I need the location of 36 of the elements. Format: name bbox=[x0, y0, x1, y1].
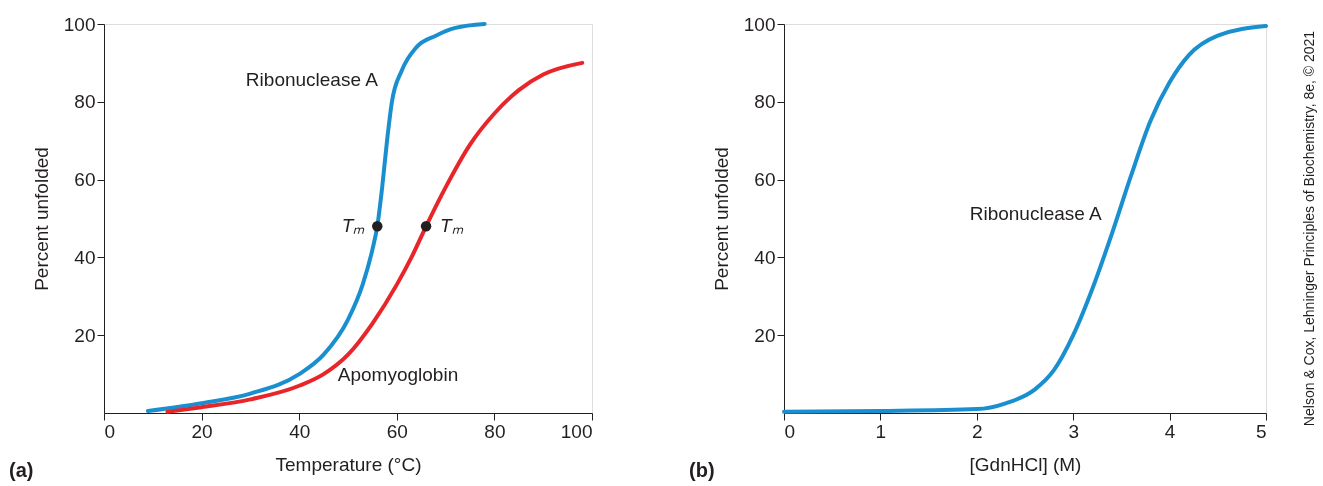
x-tick-label: 40 bbox=[289, 420, 311, 442]
y-tick-label: 100 bbox=[743, 13, 776, 35]
y-tick-label: 100 bbox=[63, 13, 96, 35]
line-series bbox=[165, 60, 585, 414]
series-label: Apomyoglobin bbox=[337, 363, 459, 385]
x-tick-label: 0 bbox=[104, 420, 116, 442]
x-axis-title: [GdnHCl] (M) bbox=[969, 453, 1082, 475]
annotation: Tₘ bbox=[440, 215, 464, 237]
text: (a) bbox=[9, 459, 34, 481]
y-tick-label: 20 bbox=[754, 324, 776, 346]
x-axis-title: Temperature (°C) bbox=[275, 453, 422, 475]
y-tick-label: 40 bbox=[754, 246, 776, 268]
series-label: Ribonuclease A bbox=[245, 68, 379, 90]
y-tick-label: 40 bbox=[74, 246, 96, 268]
x-tick-label: 100 bbox=[560, 420, 593, 442]
y-tick-label: 80 bbox=[74, 91, 96, 113]
y-axis-title: Percent unfolded bbox=[710, 147, 732, 291]
x-tick-label: 1 bbox=[875, 420, 887, 442]
text: (b) bbox=[689, 459, 715, 481]
y-axis-title: Percent unfolded bbox=[30, 147, 52, 291]
x-tick-label: 5 bbox=[1255, 420, 1267, 442]
series-label: Ribonuclease A bbox=[969, 203, 1103, 225]
y-tick-label: 20 bbox=[74, 324, 96, 346]
x-tick-label: 60 bbox=[386, 420, 408, 442]
annotation: Tₘ bbox=[341, 215, 366, 237]
y-tick-label: 60 bbox=[754, 169, 776, 191]
line-series bbox=[145, 22, 487, 414]
x-tick-label: 80 bbox=[484, 420, 506, 442]
y-tick-label: 60 bbox=[74, 169, 96, 191]
x-tick-label: 4 bbox=[1164, 420, 1176, 442]
y-tick-label: 80 bbox=[754, 91, 776, 113]
x-tick-label: 3 bbox=[1068, 420, 1079, 442]
x-tick-label: 20 bbox=[191, 420, 213, 442]
x-tick-label: 0 bbox=[784, 420, 796, 442]
text: Nelson & Cox, Lehninger Principles of Biochemistry, 8e, © 2021 bbox=[1301, 30, 1317, 427]
x-tick-label: 2 bbox=[972, 420, 983, 442]
